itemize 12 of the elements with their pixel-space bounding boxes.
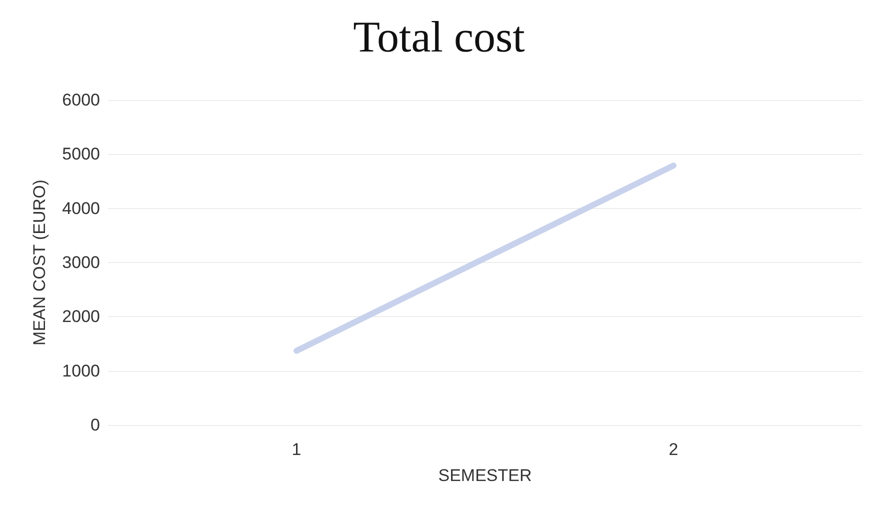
y-tick-label: 6000 xyxy=(62,90,100,110)
x-axis-title: SEMESTER xyxy=(438,466,532,485)
y-tick-label: 0 xyxy=(90,416,100,434)
chart-title: Total cost xyxy=(353,12,525,62)
y-tick-label: 3000 xyxy=(62,253,100,272)
y-axis-title: MEAN COST (EURO) xyxy=(30,180,49,346)
y-tick-label: 4000 xyxy=(62,198,100,218)
x-tick-label: 2 xyxy=(668,440,678,459)
y-tick-label: 2000 xyxy=(62,307,100,326)
x-tick-label: 1 xyxy=(292,440,302,459)
y-tick-label: 1000 xyxy=(62,361,100,380)
y-tick-label: 5000 xyxy=(62,144,100,164)
